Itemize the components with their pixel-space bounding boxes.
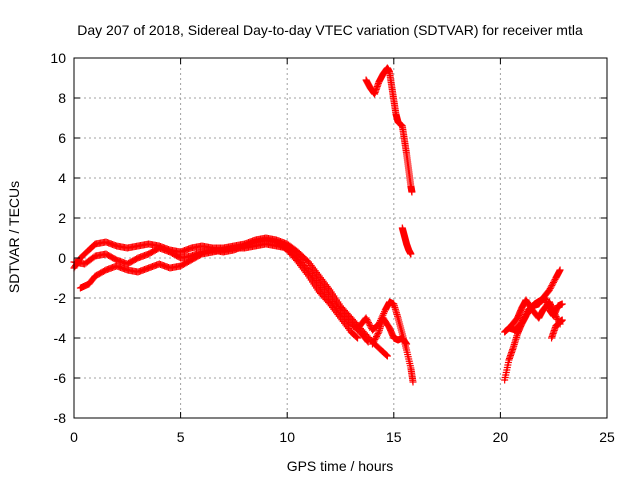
chart-title: Day 207 of 2018, Sidereal Day-to-day VTE…	[77, 22, 583, 38]
data-point	[382, 351, 390, 358]
data-point	[546, 285, 554, 292]
y-axis-label: SDTVAR / TECUs	[6, 181, 22, 293]
data-point	[407, 250, 415, 258]
x-axis-label: GPS time / hours	[287, 458, 394, 474]
data-point	[409, 378, 417, 386]
data-point	[372, 334, 380, 342]
y-tick-label: 4	[58, 170, 66, 186]
series-track-B	[76, 240, 372, 346]
data-point	[363, 316, 371, 323]
x-tick-label: 20	[493, 429, 509, 445]
data-point	[372, 333, 380, 340]
x-tick-label: 10	[279, 429, 295, 445]
data-point	[520, 314, 528, 321]
data-point	[518, 318, 526, 326]
plot-frame	[73, 57, 608, 419]
y-tick-label: -2	[54, 290, 67, 306]
data-point	[556, 266, 564, 274]
data-point	[558, 316, 566, 324]
data-point	[373, 331, 381, 339]
data-point	[354, 334, 362, 342]
ticks	[73, 57, 608, 419]
data-point	[352, 333, 360, 340]
x-tick-label: 15	[386, 429, 402, 445]
data-points	[70, 64, 566, 386]
data-point	[558, 300, 566, 308]
y-tick-label: 2	[58, 210, 66, 226]
series-track-J	[505, 294, 566, 334]
data-point	[369, 339, 377, 346]
data-point	[521, 312, 529, 320]
data-point	[365, 320, 373, 328]
grid	[74, 58, 607, 418]
series-track-F	[362, 64, 416, 196]
y-tick-label: 6	[58, 130, 66, 146]
data-point	[353, 333, 361, 341]
data-point	[545, 286, 553, 294]
series-track-G	[398, 224, 415, 258]
y-tick-label: -6	[54, 370, 67, 386]
data-point	[366, 322, 374, 329]
data-point	[383, 351, 391, 359]
data-point	[522, 311, 530, 318]
data-point	[374, 330, 382, 337]
data-point	[547, 283, 555, 291]
data-point	[368, 340, 376, 348]
x-tick-labels: 0 5 10 15 20 25	[70, 429, 615, 445]
data-point	[364, 317, 372, 325]
y-tick-label: -4	[54, 330, 67, 346]
data-point	[519, 317, 527, 324]
data-point	[523, 309, 531, 317]
data-point	[364, 319, 372, 326]
data-point	[370, 337, 378, 345]
y-tick-label: 0	[58, 250, 66, 266]
y-tick-label: 8	[58, 90, 66, 106]
data-point	[549, 279, 557, 286]
y-tick-label: 10	[50, 50, 66, 66]
x-tick-label: 0	[70, 429, 78, 445]
data-point	[383, 352, 391, 360]
data-point	[550, 277, 558, 285]
y-tick-labels: -8 -6 -4 -2 0 2 4 6 8 10	[50, 50, 66, 426]
data-point	[363, 337, 371, 345]
x-tick-label: 5	[177, 429, 185, 445]
series-track-K	[548, 316, 566, 342]
data-point	[403, 340, 411, 348]
y-tick-label: -8	[54, 410, 67, 426]
series-track-C	[70, 236, 362, 342]
data-point	[548, 282, 556, 289]
data-point	[408, 188, 416, 196]
x-tick-label: 25	[599, 429, 615, 445]
data-point	[549, 280, 557, 288]
data-point	[362, 314, 370, 322]
series-track-E	[368, 314, 411, 348]
data-point	[519, 315, 527, 323]
data-point	[371, 336, 379, 343]
